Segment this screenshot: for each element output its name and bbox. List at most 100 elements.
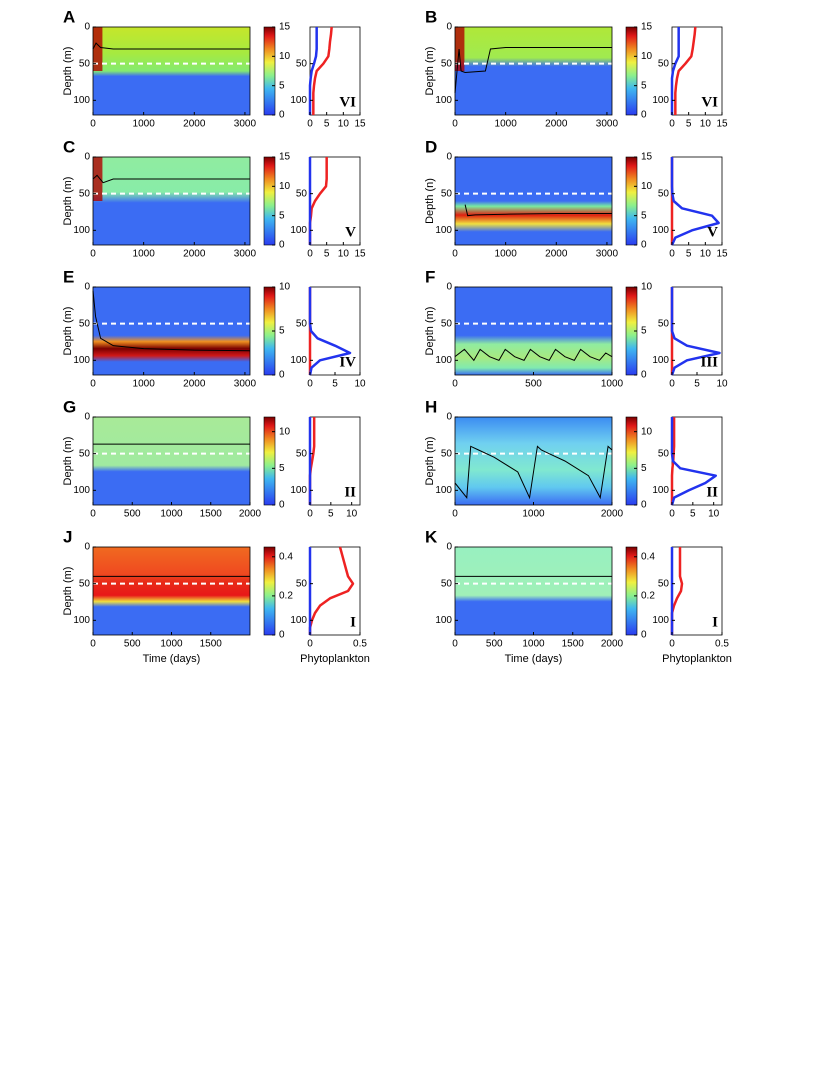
colorbar bbox=[263, 26, 276, 116]
x-tick-label: 0 bbox=[452, 249, 458, 260]
heatmap-frame bbox=[454, 156, 613, 246]
heatmap bbox=[93, 287, 250, 375]
heatmap-frame bbox=[92, 286, 251, 376]
y-axis-label: Depth (m) bbox=[424, 47, 436, 96]
profile-line bbox=[670, 157, 720, 246]
y-tick-label: 100 bbox=[73, 615, 90, 626]
x-tick-label: 500 bbox=[486, 639, 503, 650]
panel-letter: J bbox=[63, 527, 72, 546]
profile-y-tick-label: 50 bbox=[296, 578, 308, 589]
panel-letter: A bbox=[63, 7, 75, 26]
profile-x-tick-label: 0 bbox=[307, 509, 313, 520]
colorbar-tick-label: 10 bbox=[279, 426, 291, 437]
y-tick-label: 50 bbox=[441, 318, 453, 329]
y-axis-label: Depth (m) bbox=[62, 177, 74, 226]
profile-x-tick-label: 0 bbox=[307, 379, 313, 390]
panel-letter: F bbox=[425, 267, 435, 286]
profile-line bbox=[670, 417, 717, 506]
profile-frame bbox=[671, 416, 723, 506]
regime-label: V bbox=[345, 224, 356, 240]
profile-x-tick-label: 0 bbox=[669, 119, 675, 130]
profile-line bbox=[308, 287, 352, 376]
profile-y-tick-label: 50 bbox=[658, 448, 670, 459]
x-tick-label: 2000 bbox=[545, 249, 568, 260]
y-axis-label: Depth (m) bbox=[424, 307, 436, 356]
x-tick-label: 2000 bbox=[183, 379, 206, 390]
black-line bbox=[92, 290, 251, 352]
profile-x-tick-label: 10 bbox=[338, 119, 350, 130]
profile-x-tick-label: 5 bbox=[694, 379, 700, 390]
profile-x-tick-label: 0.5 bbox=[715, 639, 729, 650]
colorbar-tick-label: 15 bbox=[641, 22, 653, 33]
x-tick-label: 0 bbox=[452, 509, 458, 520]
profile-y-tick-label: 50 bbox=[658, 188, 670, 199]
x-tick-label: 3000 bbox=[234, 119, 257, 130]
y-tick-label: 50 bbox=[441, 448, 453, 459]
x-tick-label: 0 bbox=[452, 639, 458, 650]
profile-line bbox=[674, 26, 697, 115]
y-axis-label: Depth (m) bbox=[62, 47, 74, 96]
heatmap-hotspot bbox=[93, 27, 103, 71]
x-tick-label: 1500 bbox=[200, 509, 223, 520]
black-line bbox=[92, 42, 250, 50]
y-tick-label: 50 bbox=[441, 58, 453, 69]
profile-y-tick-label: 50 bbox=[296, 318, 308, 329]
panel-letter: K bbox=[425, 527, 438, 546]
y-tick-label: 50 bbox=[441, 188, 453, 199]
x-tick-label: 3000 bbox=[234, 249, 257, 260]
profile-y-tick-label: 100 bbox=[290, 355, 307, 366]
colorbar-tick-label: 10 bbox=[641, 282, 653, 293]
profile-x-tick-label: 10 bbox=[700, 119, 712, 130]
colorbar-tick-label: 0 bbox=[279, 630, 285, 641]
x-tick-label: 2000 bbox=[183, 119, 206, 130]
heatmap-frame bbox=[92, 26, 251, 116]
profile-x-tick-label: 10 bbox=[708, 509, 720, 520]
profile-x-tick-label: 0 bbox=[669, 249, 675, 260]
colorbar-tick-label: 10 bbox=[279, 51, 291, 62]
heatmap bbox=[455, 157, 612, 245]
profile-frame bbox=[671, 286, 723, 376]
profile-x-tick-label: 5 bbox=[328, 509, 334, 520]
x-tick-label: 3000 bbox=[596, 119, 619, 130]
y-tick-label: 0 bbox=[84, 542, 90, 553]
y-axis-label: Depth (m) bbox=[62, 567, 74, 616]
profile-y-tick-label: 100 bbox=[290, 95, 307, 106]
colorbar-tick-label: 10 bbox=[641, 426, 653, 437]
profile-x-tick-label: 5 bbox=[324, 249, 330, 260]
colorbar-tick-label: 0.4 bbox=[641, 551, 655, 562]
colorbar-tick-label: 5 bbox=[279, 210, 285, 221]
colorbar-tick-label: 5 bbox=[641, 463, 647, 474]
x-tick-label: 1000 bbox=[495, 119, 518, 130]
profile-y-tick-label: 100 bbox=[652, 615, 669, 626]
y-tick-label: 100 bbox=[435, 355, 452, 366]
colorbar-tick-label: 5 bbox=[279, 463, 285, 474]
profile-x-tick-label: 15 bbox=[716, 249, 728, 260]
colorbar bbox=[625, 416, 638, 506]
black-line bbox=[454, 445, 613, 500]
regime-label: II bbox=[344, 484, 356, 500]
panel-letter: H bbox=[425, 397, 437, 416]
y-tick-label: 100 bbox=[73, 225, 90, 236]
x-tick-label: 2000 bbox=[239, 509, 262, 520]
colorbar bbox=[625, 26, 638, 116]
profile-y-tick-label: 100 bbox=[652, 95, 669, 106]
x-tick-label: 0 bbox=[90, 119, 96, 130]
regime-label: III bbox=[700, 354, 718, 370]
profile-y-tick-label: 100 bbox=[652, 485, 669, 496]
profile-x-tick-label: 15 bbox=[354, 249, 366, 260]
y-tick-label: 0 bbox=[84, 412, 90, 423]
y-tick-label: 50 bbox=[79, 188, 91, 199]
x-tick-label: 1000 bbox=[522, 639, 545, 650]
y-tick-label: 100 bbox=[73, 95, 90, 106]
profile-y-tick-label: 50 bbox=[658, 318, 670, 329]
colorbar-tick-label: 0 bbox=[279, 240, 285, 251]
y-tick-label: 50 bbox=[441, 578, 453, 589]
colorbar-tick-label: 0 bbox=[641, 110, 647, 121]
x-tick-label: 0 bbox=[90, 509, 96, 520]
profile-y-tick-label: 50 bbox=[658, 58, 670, 69]
